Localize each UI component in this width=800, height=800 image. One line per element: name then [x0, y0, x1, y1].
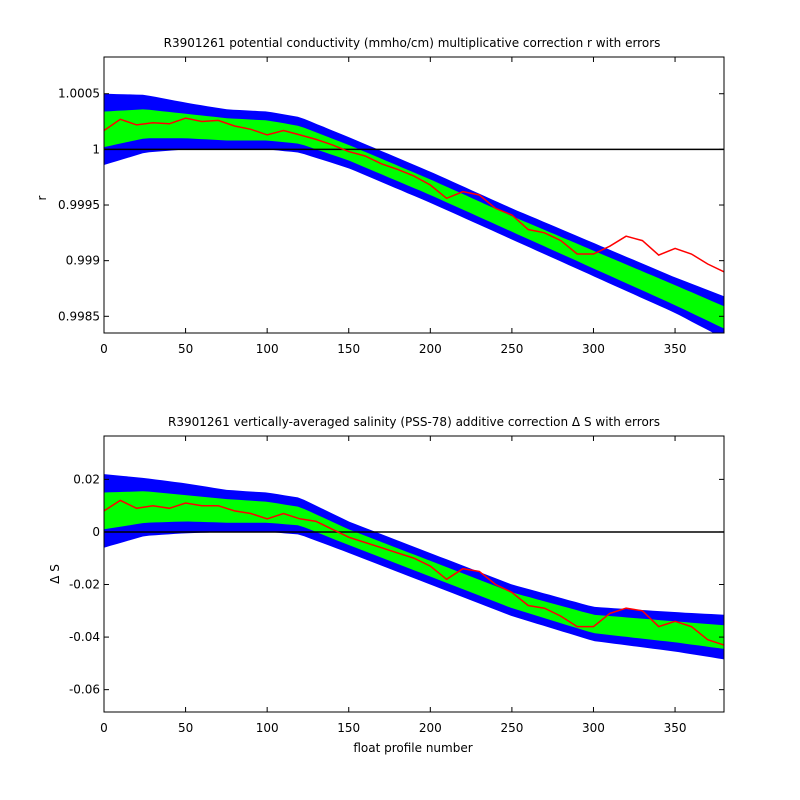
chart-ds-x-tick-label: 150 — [337, 721, 360, 735]
chart-r-x-tick-label: 100 — [256, 342, 279, 356]
chart-r-x-tick-label: 50 — [178, 342, 193, 356]
chart-ds-title: R3901261 vertically-averaged salinity (P… — [168, 415, 660, 429]
chart-ds-x-tick-label: 100 — [256, 721, 279, 735]
chart-ds-x-tick-label: 200 — [419, 721, 442, 735]
chart-ds-x-tick-label: 50 — [178, 721, 193, 735]
chart-ds-series-line — [104, 499, 724, 646]
chart-ds-x-tick-label: 250 — [500, 721, 523, 735]
chart-ds-y-tick-label: -0.04 — [69, 630, 100, 644]
chart-ds-y-tick-label: 0 — [92, 525, 100, 539]
chart-r-x-tick-label: 200 — [419, 342, 442, 356]
chart-ds-xlabel: float profile number — [353, 741, 472, 755]
chart-ds: R3901261 vertically-averaged salinity (P… — [48, 415, 725, 755]
chart-r-x-tick-label: 150 — [337, 342, 360, 356]
chart-ds-ylabel: Δ S — [48, 564, 62, 584]
chart-ds-x-tick-label: 300 — [582, 721, 605, 735]
chart-ds-y-tick-label: -0.06 — [69, 683, 100, 697]
chart-r-x-tick-label: 300 — [582, 342, 605, 356]
chart-r-series-line — [104, 117, 724, 273]
chart-ds-x-tick-label: 350 — [664, 721, 687, 735]
chart-r-x-tick-label: 250 — [500, 342, 523, 356]
chart-ds-y-tick-label: -0.02 — [69, 578, 100, 592]
chart-ds-x-tick-label: 0 — [100, 721, 108, 735]
chart-ds-axes-box — [103, 435, 725, 713]
chart-r-x-tick-label: 0 — [100, 342, 108, 356]
chart-r-inner-error-band — [104, 109, 724, 329]
chart-r-y-tick-label: 1 — [92, 142, 100, 156]
chart-r-y-tick-label: 0.9995 — [58, 198, 100, 212]
chart-r-y-tick-label: 1.0005 — [58, 87, 100, 101]
chart-r-ylabel: r — [35, 195, 49, 200]
chart-r-plot-area: 0 50 100 150 200 250 300 350 0.9985 0.999 0.9995 1 1… — [58, 56, 725, 356]
chart-r-y-tick-label: 0.9985 — [58, 309, 100, 323]
chart-r: R3901261 potential conductivity (mmho/cm… — [35, 36, 725, 356]
chart-r-y-tick-label: 0.999 — [66, 254, 100, 268]
chart-ds-plot-area: 0 50 100 150 200 250 300 350 -0.06 -0.04 -0.02 0 0.0… — [69, 435, 725, 735]
chart-r-title: R3901261 potential conductivity (mmho/cm… — [164, 36, 661, 50]
chart-ds-inner-error-band — [104, 491, 724, 649]
chart-ds-y-tick-label: 0.02 — [73, 472, 100, 486]
chart-r-x-tick-label: 350 — [664, 342, 687, 356]
chart-r-axes-box — [103, 56, 725, 334]
